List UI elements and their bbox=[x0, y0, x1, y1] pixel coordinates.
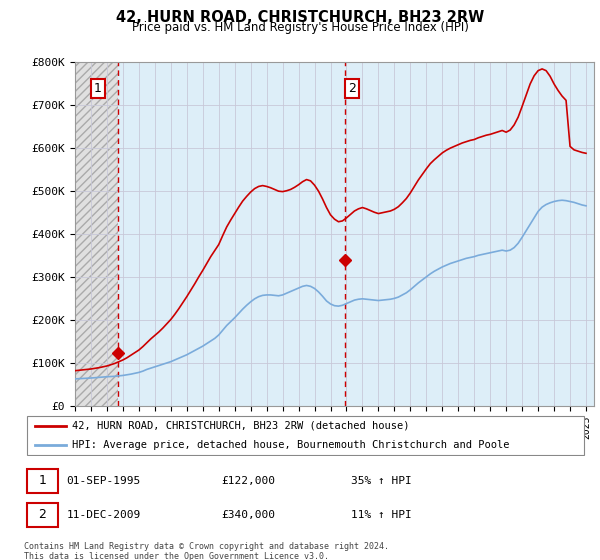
FancyBboxPatch shape bbox=[27, 469, 58, 493]
Text: 11% ↑ HPI: 11% ↑ HPI bbox=[351, 510, 412, 520]
Text: 42, HURN ROAD, CHRISTCHURCH, BH23 2RW: 42, HURN ROAD, CHRISTCHURCH, BH23 2RW bbox=[116, 10, 484, 25]
Text: 35% ↑ HPI: 35% ↑ HPI bbox=[351, 476, 412, 486]
Text: HPI: Average price, detached house, Bournemouth Christchurch and Poole: HPI: Average price, detached house, Bour… bbox=[72, 440, 509, 450]
Text: 1: 1 bbox=[94, 82, 101, 95]
Text: 42, HURN ROAD, CHRISTCHURCH, BH23 2RW (detached house): 42, HURN ROAD, CHRISTCHURCH, BH23 2RW (d… bbox=[72, 421, 409, 431]
Text: £340,000: £340,000 bbox=[221, 510, 275, 520]
Text: Contains HM Land Registry data © Crown copyright and database right 2024.
This d: Contains HM Land Registry data © Crown c… bbox=[24, 542, 389, 560]
Text: Price paid vs. HM Land Registry's House Price Index (HPI): Price paid vs. HM Land Registry's House … bbox=[131, 21, 469, 34]
Text: 2: 2 bbox=[38, 508, 46, 521]
Text: 11-DEC-2009: 11-DEC-2009 bbox=[66, 510, 140, 520]
FancyBboxPatch shape bbox=[27, 503, 58, 527]
Text: 01-SEP-1995: 01-SEP-1995 bbox=[66, 476, 140, 486]
Text: £122,000: £122,000 bbox=[221, 476, 275, 486]
FancyBboxPatch shape bbox=[27, 416, 584, 455]
Bar bbox=[75, 62, 118, 406]
Text: 2: 2 bbox=[349, 82, 356, 95]
Text: 1: 1 bbox=[38, 474, 46, 487]
